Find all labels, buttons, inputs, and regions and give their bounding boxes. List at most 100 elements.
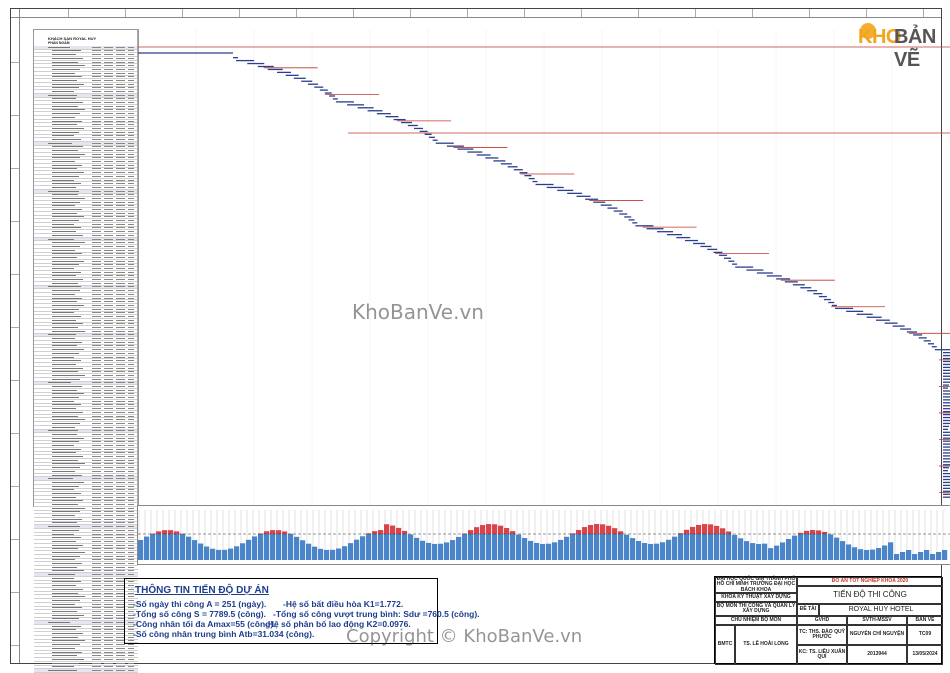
task-date-cells	[92, 570, 134, 571]
task-date-cells	[92, 294, 134, 295]
task-date-cells	[92, 139, 134, 140]
ruler-tick	[467, 9, 468, 17]
histogram-bar	[240, 543, 245, 560]
gantt-task-bar	[813, 293, 822, 294]
gantt-task-bar	[425, 134, 432, 135]
histogram-excess-bar	[498, 526, 503, 534]
task-date-cells	[92, 342, 134, 343]
task-name-line	[52, 349, 84, 350]
histogram-bar	[846, 544, 851, 560]
task-name-line	[52, 345, 77, 346]
task-date-cells	[92, 224, 134, 225]
task-name-line	[52, 176, 79, 177]
histogram-bar	[234, 546, 239, 560]
histogram-bar	[858, 549, 863, 560]
task-name-line	[52, 408, 76, 409]
task-name-line	[52, 475, 82, 476]
task-name-line	[52, 379, 80, 380]
task-name-line	[52, 87, 79, 88]
task-date-cells	[92, 515, 134, 516]
task-date-cells	[92, 261, 134, 262]
ruler-tick	[11, 486, 19, 487]
task-name-line	[52, 659, 84, 660]
task-name-line	[52, 224, 74, 225]
gantt-task-bar	[943, 429, 948, 430]
histogram-excess-bar	[378, 530, 383, 534]
histogram-bar	[588, 534, 593, 560]
gantt-task-bar	[258, 66, 274, 67]
task-name-line	[52, 132, 79, 133]
gantt-task-bar	[746, 269, 763, 270]
histogram-bar	[828, 534, 833, 560]
task-name-line	[48, 430, 78, 431]
histogram-bar	[282, 534, 287, 560]
histogram-bar	[324, 550, 329, 560]
histogram-excess-bar	[690, 527, 695, 534]
gantt-task-bar	[943, 488, 950, 489]
histogram-bar	[192, 540, 197, 560]
histogram-bar	[552, 542, 557, 560]
task-date-cells	[92, 242, 134, 243]
histogram-excess-bar	[492, 524, 497, 534]
task-name-line	[52, 342, 82, 343]
task-date-cells	[92, 264, 134, 265]
ruler-tick	[11, 274, 19, 275]
histogram-bar	[804, 534, 809, 560]
histogram-bar	[702, 534, 707, 560]
tb-advisor-2: KC: TS. LIÊU XUÂN QUÍ	[797, 645, 847, 665]
task-name-line	[52, 626, 81, 627]
gantt-task-bar	[247, 63, 264, 64]
task-date-cells	[92, 102, 134, 103]
gantt-task-bar	[347, 104, 364, 105]
task-name-line	[52, 493, 81, 494]
histogram-bar	[492, 534, 497, 560]
tb-head-name: TS. LÊ HOÀI LONG	[735, 625, 797, 665]
histogram-excess-bar	[684, 530, 689, 534]
task-name-line	[52, 629, 76, 630]
histogram-bar	[756, 544, 761, 560]
task-date-cells	[92, 519, 134, 520]
task-name-line	[52, 231, 76, 232]
task-date-cells	[92, 128, 134, 129]
histogram-bar	[162, 534, 167, 560]
task-name-line	[52, 69, 80, 70]
histogram-bar	[438, 544, 443, 560]
task-date-cells	[92, 559, 134, 560]
ruler-tick	[923, 9, 924, 17]
task-name-line	[52, 220, 79, 221]
gantt-task-bar	[785, 281, 798, 282]
gantt-task-bar	[532, 181, 537, 182]
ruler-tick	[695, 9, 696, 17]
task-name-line	[52, 497, 76, 498]
task-date-cells	[92, 526, 134, 527]
task-name-line	[52, 452, 76, 453]
task-date-cells	[92, 460, 134, 461]
task-name-line	[52, 65, 85, 66]
histogram-bar	[408, 534, 413, 560]
task-date-cells	[92, 416, 134, 417]
histogram-bar	[456, 537, 461, 560]
histogram-bar	[840, 541, 845, 560]
histogram-bar	[516, 535, 521, 560]
task-date-cells	[92, 463, 134, 464]
gantt-task-bar	[857, 314, 873, 315]
watermark-bottom: Copyright © KhoBanVe.vn	[346, 626, 582, 647]
tb-department: BỘ MÔN THI CÔNG VÀ QUẢN LÝ XÂY DỰNG	[715, 602, 797, 616]
ruler-tick	[68, 9, 69, 17]
histogram-bar	[354, 540, 359, 560]
histogram-bar	[672, 537, 677, 560]
histogram-excess-bar	[174, 531, 179, 534]
histogram-bar	[924, 550, 929, 560]
gantt-task-bar	[943, 446, 950, 447]
histogram-bar	[174, 534, 179, 560]
gantt-task-bar	[943, 470, 948, 471]
histogram-bar	[228, 549, 233, 560]
gantt-task-bar	[368, 110, 383, 111]
gantt-task-bar	[943, 352, 950, 353]
histogram-excess-bar	[270, 530, 275, 534]
task-date-cells	[92, 478, 134, 479]
ruler-tick	[11, 539, 19, 540]
tb-sheet-code: TC09	[907, 625, 943, 645]
task-name-line	[52, 360, 81, 361]
task-name-line	[52, 338, 75, 339]
